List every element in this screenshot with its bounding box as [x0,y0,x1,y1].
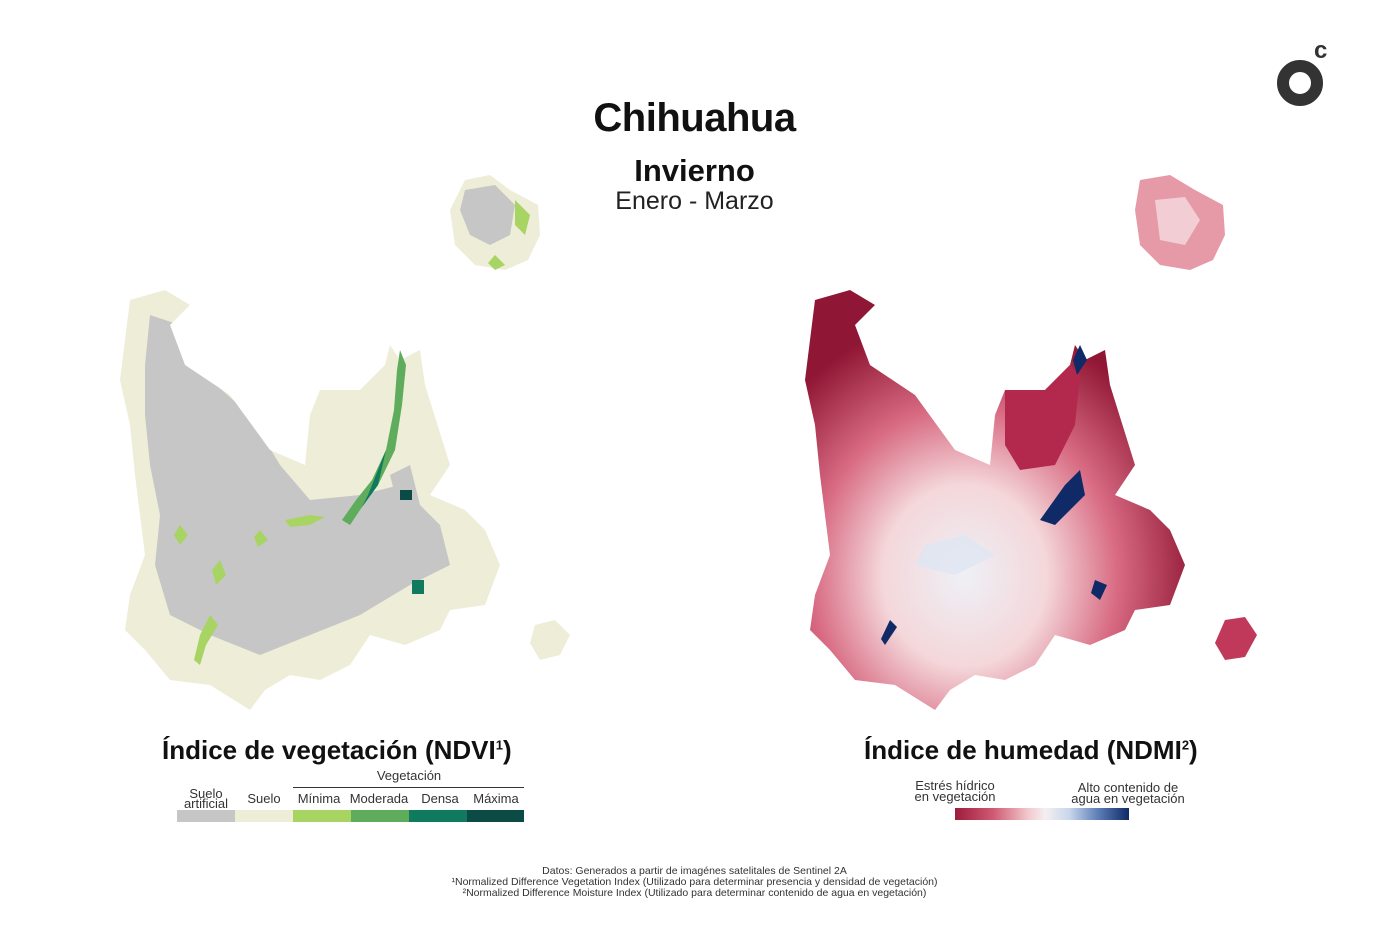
ndmi-map [805,175,1257,710]
oc-logo-icon: c [1277,38,1327,106]
ndvi-title-text: Índice de vegetación (NDVI [162,735,496,765]
ndvi-class-label-6: Máxima [473,791,519,806]
ndmi-title-sup: 2 [1181,737,1190,753]
ndvi-class-label-5: Densa [421,791,459,806]
ndvi-city-east [530,620,570,660]
ndvi-class-label-3: Mínima [297,791,341,806]
footer-notes: Datos: Generados a partir de imagénes sa… [0,866,1389,899]
ndvi-swatch-densa [409,810,467,822]
ndvi-group-label: Vegetación [376,768,442,783]
ndvi-swatch-moderada [351,810,409,822]
ndvi-title-sup: 1 [495,737,503,753]
ndvi-class-label-1b: artificial [183,796,229,811]
ndvi-map [120,175,570,710]
ndmi-low-label-1: Estrés hídrico [915,778,995,793]
ndmi-city-main [805,290,1185,710]
footer-note-ndmi: ²Normalized Difference Moisture Index (U… [462,887,927,899]
ndvi-city-north [450,175,540,270]
ndvi-class-label-2: Suelo [247,791,281,806]
ndvi-swatch-minima [293,810,351,822]
footer-note-ndvi: ¹Normalized Difference Vegetation Index … [451,876,938,888]
ndvi-title-close: ) [502,735,512,765]
ndmi-low-label-2: en vegetación [914,789,996,804]
ndvi-swatch-suelo-artificial [177,810,235,822]
page-title: Chihuahua [593,96,796,140]
ndvi-swatch-suelo [235,810,293,822]
ndvi-group-divider [293,787,524,788]
season-months: Enero - Marzo [615,187,774,215]
ndmi-high-label-2: agua en vegetación [1071,791,1185,806]
ndvi-legend-title: Índice de vegetación (NDVI1) [162,735,512,766]
ndvi-city-main [120,290,500,710]
ndmi-high-label-1: Alto contenido de [1077,780,1179,795]
ndmi-city-north [1135,175,1225,270]
ndmi-title-close: ) [1189,735,1198,765]
ndmi-city-east [1215,617,1257,660]
ndvi-class-label-1a: Suelo [189,786,223,801]
ndmi-title-text: Índice de humedad (NDMI [864,735,1182,765]
ndvi-class-label-4: Moderada [349,791,409,806]
footer-source: Datos: Generados a partir de imagénes sa… [542,865,847,877]
season-title: Invierno [634,153,755,188]
ndmi-legend-title: Índice de humedad (NDMI2) [864,735,1198,766]
logo-mark: c [1314,38,1327,64]
ndmi-color-ramp [955,808,1129,820]
ndvi-swatch-maxima [467,810,524,822]
